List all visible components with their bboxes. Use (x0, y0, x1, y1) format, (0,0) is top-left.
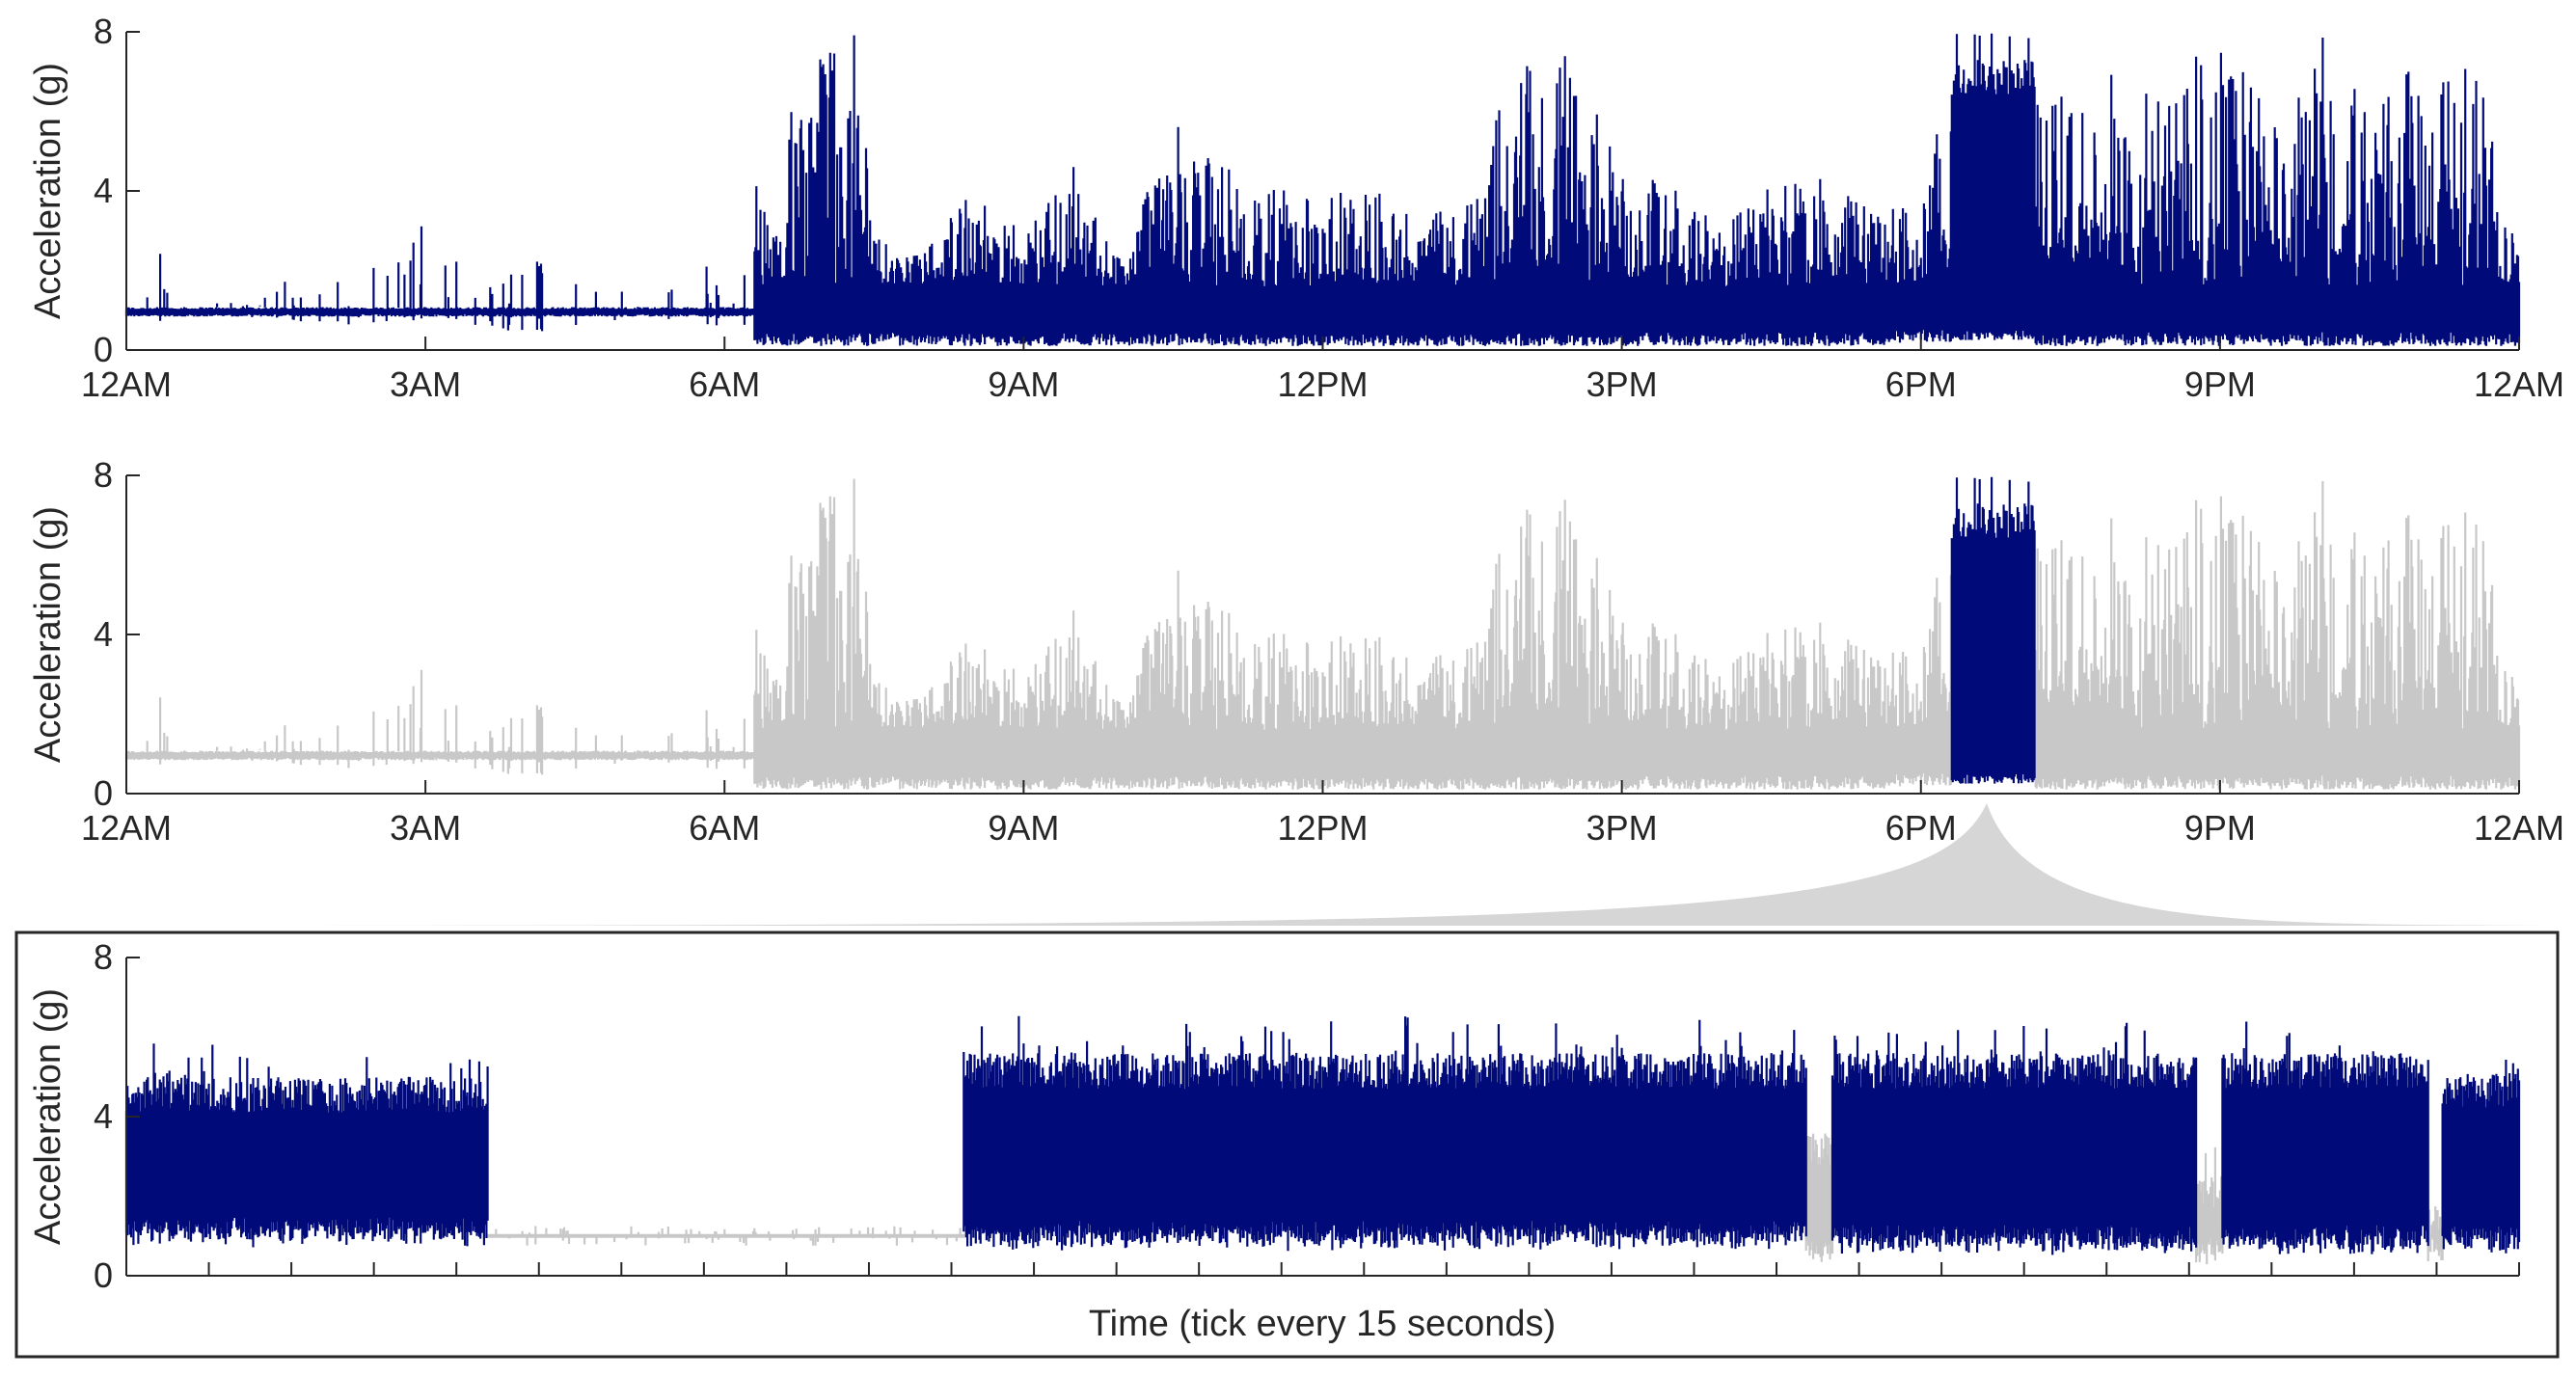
y-tick-label: 8 (94, 12, 113, 51)
x-tick-label: 6PM (1885, 808, 1957, 848)
y-tick-label: 4 (94, 171, 113, 210)
y-tick-label: 0 (94, 330, 113, 369)
series-acceleration (124, 33, 2521, 346)
series-line (124, 33, 2521, 346)
y-axis-title: Acceleration (g) (28, 63, 68, 319)
x-tick-label: 12AM (2474, 808, 2564, 848)
series-line (124, 478, 2521, 790)
x-tick-label: 12AM (2474, 364, 2564, 404)
y-axis-title: Acceleration (g) (28, 988, 68, 1245)
y-tick-label: 8 (94, 937, 113, 977)
series-line (486, 1133, 2444, 1265)
x-tick-label: 9PM (2184, 364, 2256, 404)
x-tick-label: 9AM (988, 808, 1059, 848)
zoom-connector (318, 803, 2546, 926)
series-acceleration (124, 1015, 2521, 1265)
x-tick-label: 3AM (390, 808, 461, 848)
y-ticks: 0 4 8 (94, 937, 140, 1295)
y-tick-label: 4 (94, 1096, 113, 1136)
x-ticks (125, 1262, 2520, 1276)
x-tick-label: 6AM (689, 808, 760, 848)
x-tick-label: 6PM (1885, 364, 1957, 404)
panel-full-day-highlighted: 0 4 8 12AM 3AM 6AM 9AM 12PM 3PM 6PM 9PM 12AM Accel… (28, 455, 2564, 848)
x-tick-label: 12AM (81, 808, 172, 848)
y-tick-label: 0 (94, 773, 113, 813)
x-tick-label: 3PM (1586, 808, 1658, 848)
y-ticks: 0 4 8 (94, 12, 140, 369)
panel-full-day: 0 4 8 12AM 3AM 6AM 9AM 12PM 3PM 6PM 9PM 12AM Accel… (28, 12, 2564, 404)
series-acceleration (124, 476, 2521, 790)
x-tick-label: 12AM (81, 364, 172, 404)
x-tick-label: 9PM (2184, 808, 2256, 848)
x-ticks: 12AM 3AM 6AM 9AM 12PM 3PM 6PM 9PM 12AM (81, 337, 2564, 404)
x-tick-label: 12PM (1277, 808, 1368, 848)
y-ticks: 0 4 8 (94, 455, 140, 813)
panel-zoom: 0 4 8 Acceleration (g) Time (tick every 15… (28, 937, 2521, 1344)
x-ticks: 12AM 3AM 6AM 9AM 12PM 3PM 6PM 9PM 12AM (81, 780, 2564, 848)
y-tick-label: 4 (94, 614, 113, 654)
x-tick-label: 12PM (1277, 364, 1368, 404)
x-tick-label: 3PM (1586, 364, 1658, 404)
series-line (1950, 476, 2036, 784)
y-tick-label: 8 (94, 455, 113, 495)
x-axis-title: Time (tick every 15 seconds) (1089, 1304, 1556, 1344)
y-tick-label: 0 (94, 1255, 113, 1295)
y-axis-title: Acceleration (g) (28, 506, 68, 763)
x-tick-label: 9AM (988, 364, 1059, 404)
x-tick-label: 6AM (689, 364, 760, 404)
x-tick-label: 3AM (390, 364, 461, 404)
